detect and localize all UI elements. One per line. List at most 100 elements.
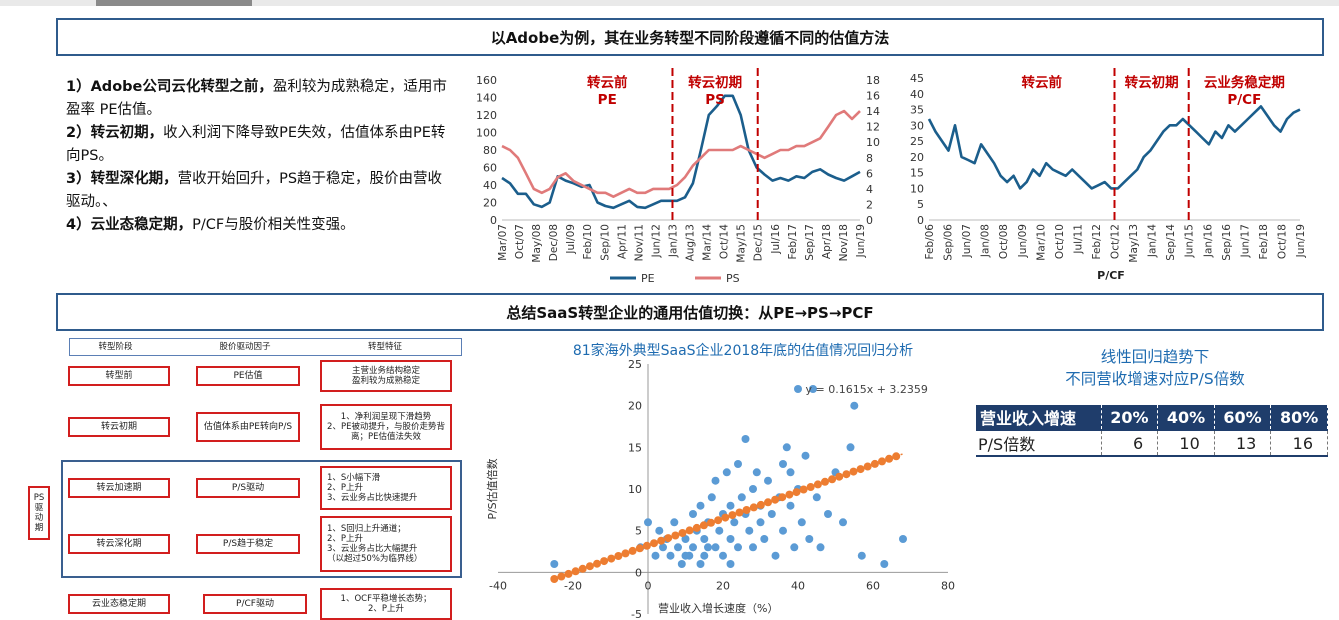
- y-tick-label: 80: [483, 144, 497, 157]
- x-tick-label: Sep/14: [1165, 224, 1177, 261]
- trend-point: [628, 546, 637, 555]
- stage-features-1: 1、净利润呈现下滑趋势 2、PE被动提升，与股价走势背离；PE估值法失效: [320, 404, 452, 450]
- x-tick-label: Feb/17: [787, 224, 799, 260]
- trend-point: [764, 498, 772, 507]
- y-tick-label: 0: [635, 566, 642, 579]
- trend-point: [671, 531, 680, 540]
- bullet-3: 3）转型深化期，营收开始回升，PS趋于稳定，股价由营收驱动。、: [66, 168, 456, 213]
- series-line-pe: [501, 94, 861, 210]
- x-tick-label: Sep/17: [804, 224, 816, 261]
- stage-sub-label: PE: [598, 92, 617, 108]
- trend-point: [550, 575, 559, 583]
- stage-feature-line: 1、S回归上升通道；: [327, 524, 406, 534]
- trend-point: [642, 541, 651, 550]
- stage-feature-line: 主营业务结构稳定: [351, 366, 420, 376]
- trend-point: [571, 567, 580, 576]
- scatter-point: [700, 535, 709, 543]
- stage-label: 转云初期: [1125, 74, 1179, 91]
- trend-point: [813, 480, 822, 489]
- scatter-point: [681, 535, 690, 543]
- x-tick-label: Mar/14: [702, 224, 714, 261]
- scatter-point: [644, 518, 652, 527]
- ps-table-title: 线性回归趋势下 不同营收增速对应P/S倍数: [980, 346, 1330, 390]
- x-tick-label: Apr/11: [616, 224, 628, 259]
- scatter-point: [797, 518, 806, 527]
- scatter-point: [756, 518, 765, 527]
- scatter-chart: 81家海外典型SaaS企业2018年底的估值情况回归分析 -40 -20 0 20 40 6…: [485, 342, 955, 620]
- x-tick-label: Sep/16: [1221, 224, 1233, 261]
- ps-table-header-row: 营业收入增速 20% 40% 60% 80%: [976, 405, 1328, 430]
- ps-group-frame: [61, 460, 462, 578]
- stage-sub-label: PS: [705, 92, 725, 108]
- scatter-point: [711, 476, 720, 485]
- trend-point: [635, 544, 644, 553]
- ps-val-20: 6: [1101, 429, 1159, 457]
- ps-table-title-line2: 不同营收增速对应P/S倍数: [1065, 370, 1245, 388]
- ps-table-title-line1: 线性回归趋势下: [1100, 348, 1210, 366]
- scatter-point: [726, 560, 735, 568]
- stage-name-4: 云业态稳定期: [68, 594, 170, 614]
- trend-point: [878, 457, 886, 466]
- x-tick-label: 60: [866, 579, 880, 592]
- scatter-point: [779, 460, 787, 468]
- scatter-point: [711, 543, 720, 552]
- x-tick-label: Oct/14: [719, 224, 731, 259]
- x-tick-label: Jun/09: [1017, 224, 1029, 258]
- bullet-4-text: P/CF与股价相关性变强。: [192, 217, 355, 233]
- scatter-point: [715, 526, 724, 535]
- scatter-point: [764, 476, 772, 485]
- scatter-point: [726, 501, 735, 510]
- trend-point: [585, 562, 594, 571]
- scatter-point: [741, 435, 750, 443]
- scatter-point: [812, 493, 821, 502]
- x-tick-label: -20: [564, 579, 582, 592]
- y-tick-label: 120: [476, 109, 497, 122]
- x-tick-label: Jan/13: [667, 224, 679, 258]
- scatter-point: [790, 543, 799, 552]
- x-tick-label: Jul/11: [1072, 224, 1084, 255]
- bullet-2: 2）转云初期，收入利润下降导致PE失效，估值体系由PE转向PS。: [66, 122, 456, 167]
- y-tick-label: 20: [483, 197, 497, 210]
- x-tick-label: May/08: [531, 224, 543, 263]
- scatter-point: [786, 501, 795, 510]
- trend-point: [707, 518, 715, 527]
- stage-header-2: 股价驱动因子: [219, 342, 271, 352]
- x-tick-label: Mar/07: [497, 224, 509, 261]
- x-tick-label: Jun/07: [961, 224, 973, 258]
- trend-point: [756, 500, 765, 509]
- stage-sub-label: P/CF: [1227, 92, 1261, 108]
- y-tick-label: 140: [476, 92, 497, 105]
- scatter-point: [659, 543, 667, 552]
- stage-features-4: 1、OCF平稳增长态势； 2、P上升: [320, 588, 452, 620]
- stage-table-header: [69, 338, 462, 356]
- trend-point: [699, 521, 708, 530]
- ps-side-label: PS驱动期: [28, 486, 50, 540]
- x-tick-label: Jun/19: [855, 224, 867, 258]
- y-tick-label: 20: [628, 400, 642, 413]
- trend-point: [664, 534, 673, 543]
- trend-point: [721, 513, 730, 522]
- x-tick-label: Feb/06: [924, 224, 936, 260]
- stage-features-2: 1、S小幅下滑 2、P上升 3、云业务占比快速提升: [320, 466, 452, 510]
- x-tick-label: Oct/18: [1276, 224, 1288, 259]
- y-tick-label: 160: [476, 74, 497, 87]
- scatter-point: [651, 551, 660, 560]
- scatter-point: [689, 510, 697, 518]
- trend-point: [650, 539, 658, 548]
- scatter-point: [670, 518, 679, 527]
- trend-point: [728, 511, 737, 520]
- trend-point: [792, 488, 801, 497]
- y-tick-label: 25: [628, 358, 642, 371]
- x-tick-label: Feb/12: [1091, 224, 1103, 260]
- trend-point: [593, 559, 601, 568]
- trend-point: [557, 572, 566, 581]
- y2-tick-label: 10: [866, 136, 880, 149]
- x-tick-label: 20: [716, 579, 730, 592]
- ps-col-60: 60%: [1214, 405, 1272, 430]
- scatter-point: [782, 443, 791, 452]
- scatter-point: [655, 526, 664, 535]
- x-tick-label: Jan/08: [980, 224, 992, 258]
- x-tick-label: May/15: [736, 224, 748, 263]
- bullet-3-bold: 3）转型深化期，: [66, 171, 178, 187]
- scatter-point: [899, 535, 907, 543]
